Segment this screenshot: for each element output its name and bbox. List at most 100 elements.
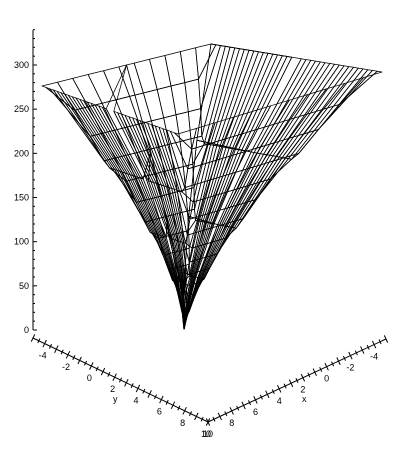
- y-tick-major: [54, 345, 59, 354]
- x-tick-label: 8: [229, 418, 234, 428]
- x-tick-major: [265, 390, 270, 399]
- surface-cell: [103, 66, 130, 101]
- surface-cell: [149, 55, 172, 90]
- y-tick-major: [194, 412, 199, 421]
- surface-cell: [233, 156, 283, 229]
- x-tick-minor: [283, 383, 287, 389]
- x-tick-label: -4: [370, 352, 378, 362]
- z-tick-label: 150: [14, 193, 29, 203]
- surface-cell: [101, 99, 128, 131]
- z-tick-label: 250: [14, 104, 29, 114]
- y-tick-minor: [48, 343, 53, 349]
- y-tick-major: [170, 401, 176, 410]
- x-tick-minor: [378, 339, 382, 345]
- x-tick-minor: [366, 344, 370, 350]
- y-axis-ticks: -4 -2 0 2 4 6 8 10: [30, 334, 211, 439]
- y-tick-label: 10: [201, 429, 211, 439]
- x-tick-label: 10: [203, 429, 213, 439]
- y-tick-minor: [153, 394, 158, 400]
- y-tick-label: 2: [110, 384, 115, 394]
- z-tick-label: 0: [24, 325, 29, 335]
- y-tick-minor: [177, 405, 181, 411]
- x-tick-label: 4: [277, 396, 282, 406]
- z-tick-label: 300: [14, 60, 29, 70]
- y-tick-minor: [60, 349, 64, 355]
- x-tick-major: [371, 340, 377, 349]
- x-axis-ticks: -4 -2 0 2 4 6 8 10: [203, 335, 389, 439]
- x-tick-minor: [259, 394, 263, 400]
- z-tick-label: 100: [14, 237, 29, 247]
- x-tick-major: [241, 401, 246, 410]
- z-tick-label: 50: [19, 281, 29, 291]
- y-tick-label: 8: [180, 418, 185, 428]
- x-tick-major: [253, 396, 258, 404]
- y-tick-major: [65, 350, 71, 359]
- surface-cell: [136, 118, 167, 188]
- y-tick-label: 0: [87, 373, 92, 383]
- x-axis: -4 -2 0 2 4 6 8 10 x: [203, 335, 389, 439]
- surface-cell: [87, 70, 117, 104]
- y-tick-minor: [165, 399, 169, 405]
- x-tick-minor: [236, 405, 240, 411]
- x-tick-major: [348, 351, 353, 360]
- x-tick-major: [360, 346, 365, 354]
- x-tick-label: -2: [346, 363, 354, 373]
- x-tick-minor: [307, 372, 311, 378]
- y-tick-minor: [37, 338, 41, 344]
- x-tick-minor: [354, 350, 358, 356]
- x-tick-label: 0: [324, 374, 329, 384]
- z-axis: 0 50 100 150 200 250 300: [14, 29, 37, 335]
- x-tick-major: [383, 335, 389, 343]
- y-tick-major: [89, 362, 94, 370]
- x-axis-label: x: [302, 394, 307, 404]
- z-tick-label: 200: [14, 148, 29, 158]
- y-axis-label: y: [113, 394, 118, 404]
- surface-cell: [281, 66, 354, 159]
- surface-mesh: [41, 43, 383, 330]
- y-tick-major: [100, 367, 106, 376]
- z-axis-ticks: 0 50 100 150 200 250 300: [14, 29, 37, 335]
- x-tick-minor: [342, 355, 346, 361]
- y-tick-minor: [130, 383, 134, 389]
- y-tick-major: [124, 378, 129, 387]
- surface-cell: [164, 51, 186, 87]
- x-tick-minor: [248, 400, 252, 406]
- y-tick-minor: [72, 355, 76, 361]
- surface-cell: [203, 46, 236, 145]
- y-tick-major: [159, 395, 164, 404]
- surface-cell: [87, 102, 115, 134]
- x-tick-major: [217, 412, 223, 421]
- x-tick-minor: [224, 411, 228, 417]
- y-tick-major: [135, 384, 141, 393]
- x-tick-label: 6: [253, 407, 258, 417]
- surface-cell: [240, 105, 272, 135]
- y-tick-label: -4: [39, 351, 47, 361]
- y-tick-minor: [107, 371, 111, 377]
- x-tick-minor: [319, 366, 323, 372]
- surface-cell: [285, 66, 359, 159]
- y-tick-label: -2: [62, 362, 70, 372]
- y-axis: -4 -2 0 2 4 6 8 10 y: [30, 334, 211, 439]
- y-tick-minor: [142, 388, 146, 394]
- surface-cell: [184, 78, 201, 113]
- x-tick-major: [277, 384, 282, 393]
- y-tick-minor: [95, 366, 99, 372]
- x-tick-major: [288, 379, 294, 388]
- surface-cell: [288, 67, 364, 160]
- x-tick-minor: [331, 361, 335, 367]
- surface-cell: [183, 247, 190, 266]
- surface-cell: [269, 63, 335, 157]
- y-tick-major: [42, 339, 47, 348]
- surface-cell: [210, 48, 245, 146]
- x-tick-major: [300, 373, 306, 382]
- y-tick-major: [30, 334, 36, 342]
- x-tick-major: [312, 368, 317, 377]
- y-tick-minor: [200, 416, 204, 422]
- surface-cell: [232, 156, 280, 229]
- y-tick-major: [147, 390, 152, 398]
- x-tick-major: [229, 407, 234, 415]
- y-tick-minor: [118, 377, 123, 383]
- x-tick-major: [324, 362, 329, 371]
- surface-cell: [222, 153, 264, 227]
- y-tick-minor: [83, 360, 88, 366]
